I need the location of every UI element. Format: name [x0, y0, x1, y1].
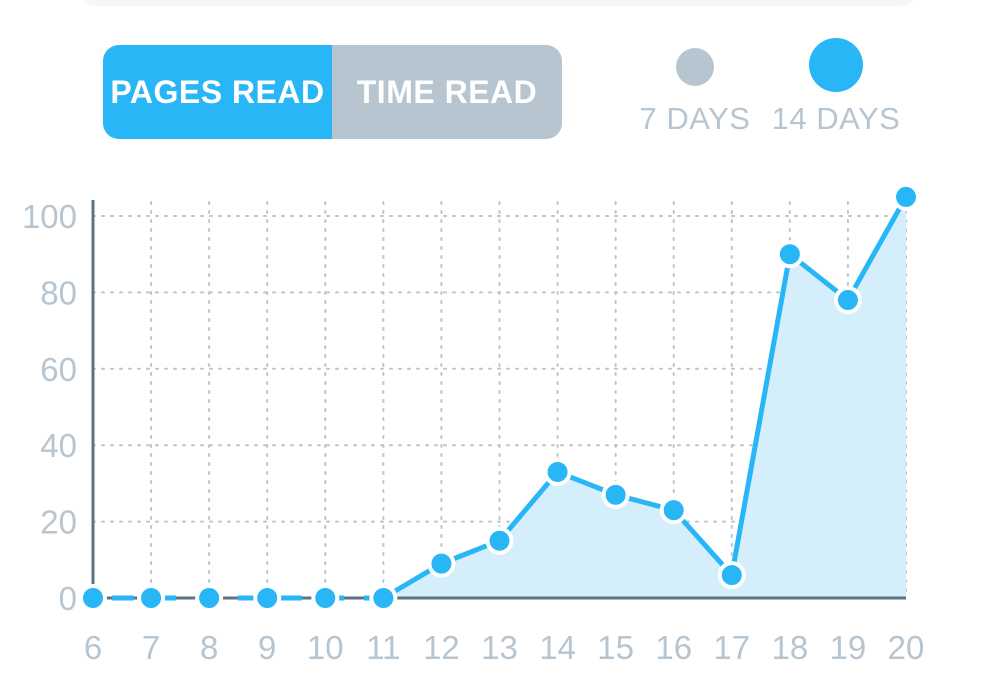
x-tick-label: 15	[597, 629, 634, 666]
data-point[interactable]	[79, 584, 107, 612]
range-14-days-dot[interactable]	[809, 38, 863, 92]
data-point[interactable]	[543, 457, 572, 486]
y-tick-label: 60	[40, 351, 77, 388]
data-point[interactable]	[311, 584, 340, 612]
axes	[91, 200, 906, 600]
x-tick-label: 6	[84, 629, 102, 666]
area-layer	[383, 196, 906, 598]
data-point[interactable]	[137, 584, 166, 612]
y-tick-labels: 0 20 40 60 80 100	[22, 198, 77, 617]
y-tick-label: 20	[40, 504, 77, 541]
range-7-days-option[interactable]: 7 DAYS	[640, 46, 750, 137]
x-tick-label: 17	[713, 629, 750, 666]
data-point[interactable]	[601, 480, 630, 509]
data-point[interactable]	[833, 286, 862, 315]
area-fill	[383, 196, 906, 598]
series-path	[382, 195, 909, 601]
time-read-tab[interactable]: TIME READ	[332, 45, 562, 139]
x-tick-label: 10	[307, 629, 344, 666]
y-tick-label: 40	[40, 427, 77, 464]
x-tick-label: 9	[258, 629, 276, 666]
data-point[interactable]	[427, 549, 456, 578]
range-14-days-label: 14 DAYS	[771, 101, 901, 136]
x-tick-label: 18	[771, 629, 808, 666]
x-tick-label: 20	[888, 629, 925, 666]
data-point[interactable]	[195, 584, 224, 612]
range-14-days-option[interactable]: 14 DAYS	[772, 38, 900, 137]
y-tick-label: 0	[59, 580, 77, 617]
data-point[interactable]	[659, 496, 688, 525]
data-point[interactable]	[892, 182, 920, 211]
range-7-days-label: 7 DAYS	[639, 101, 751, 136]
data-point[interactable]	[717, 561, 746, 590]
x-tick-labels: 6 7 8 9 10 11 12 13 14 15 16 17 18 19 20	[84, 629, 925, 666]
x-tick-label: 19	[830, 629, 867, 666]
x-tick-label: 11	[366, 629, 400, 666]
top-card-edge	[78, 0, 918, 6]
data-point[interactable]	[369, 584, 398, 612]
x-tick-label: 8	[200, 629, 218, 666]
pages-read-tab[interactable]: PAGES READ	[103, 45, 332, 139]
x-tick-label: 16	[655, 629, 692, 666]
data-point[interactable]	[253, 584, 282, 612]
y-tick-label: 80	[40, 274, 77, 311]
x-tick-label: 7	[142, 629, 160, 666]
y-tick-label: 100	[22, 198, 77, 235]
range-7-days-dot[interactable]	[676, 48, 714, 86]
metric-toggle: PAGES READ TIME READ	[103, 45, 562, 139]
x-tick-label: 13	[481, 629, 518, 666]
data-point[interactable]	[775, 240, 804, 269]
x-tick-label: 14	[539, 629, 576, 666]
data-point[interactable]	[485, 526, 514, 555]
data-points	[79, 182, 920, 612]
x-tick-label: 12	[423, 629, 460, 666]
